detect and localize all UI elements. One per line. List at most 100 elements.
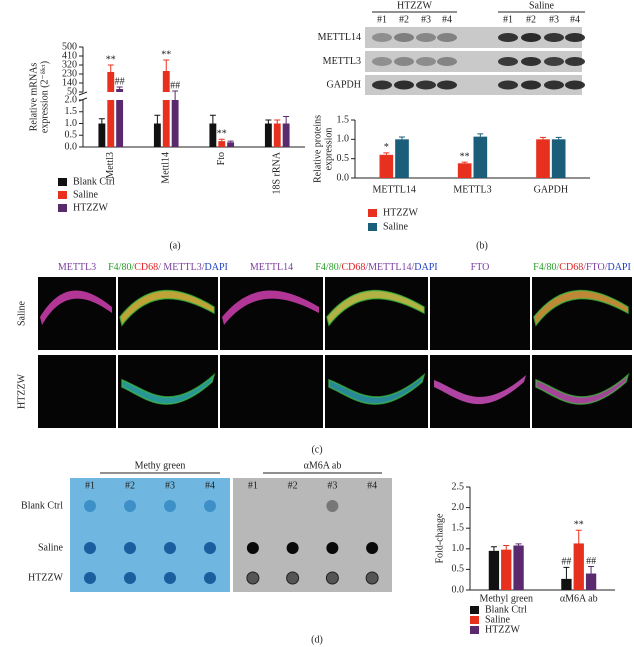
blot-band (437, 57, 457, 66)
header-part: / METTL3/ (158, 262, 205, 273)
dot (326, 542, 339, 554)
tissue-signal (40, 290, 112, 325)
tissue-signal (121, 372, 216, 405)
error-bar (399, 136, 405, 140)
lane-label: #2 (288, 480, 298, 491)
blot-band (521, 33, 541, 42)
lane-label: #1 (377, 14, 387, 25)
legend-label: HTZZW (383, 207, 419, 218)
header-part: F4/80/ (315, 262, 341, 273)
header-part: CD68 (341, 262, 365, 273)
blot-band (544, 80, 564, 90)
error-bar (163, 59, 170, 71)
error-bar (503, 545, 510, 550)
dot (246, 542, 259, 554)
tissue-signal (222, 290, 319, 325)
legend-swatch (470, 626, 479, 634)
dot-row-label: Blank Ctrl (21, 500, 63, 511)
dot-blot-title: Methy green (135, 460, 186, 471)
lane-label: #4 (442, 14, 452, 25)
group-label: HTZZW (397, 0, 433, 11)
y-tick-label: 140 (62, 77, 77, 88)
dot-row-label: Saline (38, 542, 64, 553)
blot-band (372, 57, 392, 66)
panel-label: (a) (169, 240, 180, 251)
bar (395, 139, 409, 178)
tissue-signal (534, 290, 628, 325)
error-bar (477, 133, 484, 137)
blot-band (521, 57, 541, 66)
y-tick-label: 1.5 (452, 522, 465, 533)
header-part: CD68 (134, 262, 158, 273)
header-part: DAPI (414, 262, 437, 273)
column-header: F4/80/CD68/METTL14/DAPI (315, 262, 437, 273)
x-tick-label: Fto (216, 152, 227, 165)
error-bar (588, 566, 595, 574)
dot (204, 572, 216, 584)
y-axis-label: Fold-change (434, 513, 445, 564)
legend-swatch (58, 178, 67, 186)
significance-label: ** (574, 520, 584, 531)
dot (366, 542, 379, 554)
tissue-signal (120, 290, 214, 325)
tissue-signal (328, 372, 426, 405)
bar (218, 141, 226, 147)
significance-label: * (384, 142, 389, 153)
bar (116, 89, 124, 92)
axis-break (78, 91, 88, 96)
dot-row-label: HTZZW (28, 572, 64, 583)
y-tick-label: 1.5 (337, 114, 350, 125)
bar (561, 578, 572, 590)
y-tick-label: 500 (62, 41, 77, 52)
y-tick-label: 1.5 (65, 106, 78, 117)
blot-band (437, 80, 457, 90)
bar (457, 163, 472, 178)
y-axis-label: Relative proteins (312, 115, 323, 183)
dot (325, 571, 339, 585)
dot (84, 542, 96, 554)
blot-band (521, 80, 541, 90)
dot-blot-membrane (233, 478, 392, 592)
significance-label: ## (586, 556, 596, 567)
y-tick-label: 1.0 (65, 118, 78, 129)
y-tick-label: 0.5 (337, 153, 350, 164)
blot-row-label: GAPDH (327, 79, 361, 90)
dot (286, 542, 299, 554)
significance-label: ** (106, 54, 116, 65)
legend-swatch (58, 204, 67, 212)
y-axis-label: expression (2⁻ᵟᵟᶜᵗ) (39, 61, 50, 133)
bar (501, 549, 512, 590)
significance-label: ## (561, 557, 571, 568)
legend-swatch (368, 209, 377, 217)
blot-band (394, 57, 414, 66)
blot-strip (365, 27, 582, 48)
x-tick-label: αM6A ab (560, 593, 598, 604)
lane-label: #1 (503, 14, 513, 25)
error-bar (98, 118, 105, 124)
dot (365, 571, 379, 585)
bar (107, 72, 115, 92)
lane-label: #3 (165, 480, 175, 491)
lane-label: #3 (327, 480, 337, 491)
significance-label: ## (115, 76, 125, 87)
significance-label: ## (170, 80, 180, 91)
bar (171, 100, 179, 147)
legend-label: Saline (485, 614, 511, 625)
dot (326, 500, 339, 512)
blot-row-label: METTL3 (323, 56, 361, 67)
legend-swatch (470, 616, 479, 624)
legend-label: HTZZW (485, 624, 521, 635)
x-tick-label: METTL14 (373, 184, 416, 195)
error-bar (283, 115, 290, 124)
legend-label: Saline (383, 221, 409, 232)
y-axis-label: Relative mRNAs (28, 63, 39, 132)
x-tick-label: GAPDH (534, 184, 568, 195)
column-header: F4/80/CD68/ METTL3/DAPI (108, 262, 228, 273)
y-tick-label: 2.0 (452, 502, 465, 513)
bar (153, 123, 161, 147)
y-tick-label: 2.0 (65, 94, 78, 105)
bar (107, 100, 115, 147)
blot-band (565, 33, 585, 42)
tissue-signal (119, 289, 215, 327)
y-tick-label: 0.0 (65, 141, 78, 152)
